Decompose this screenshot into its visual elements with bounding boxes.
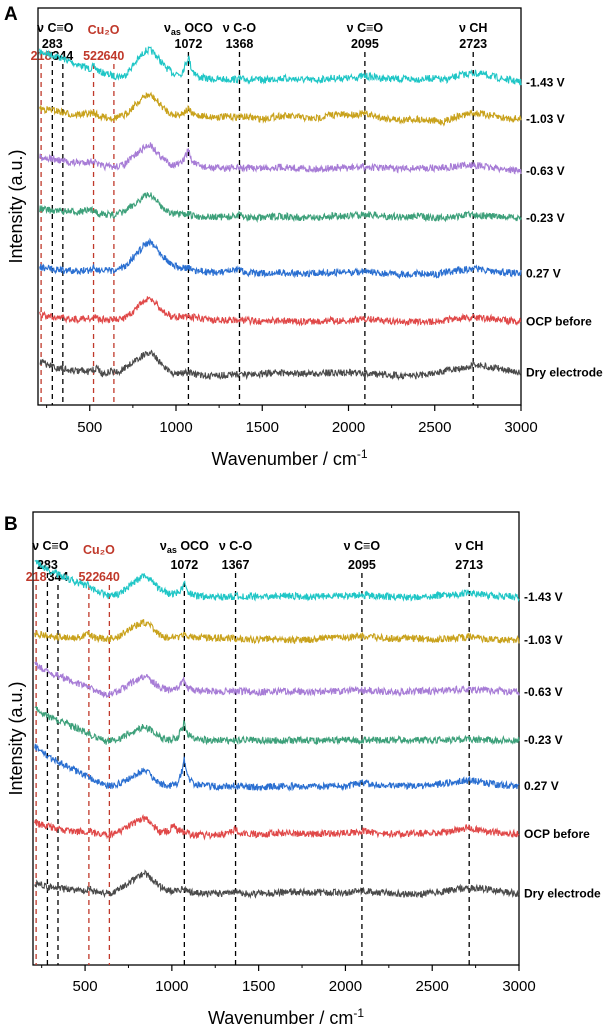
x-tick-label: 500 <box>73 978 98 995</box>
spectrum-trace <box>34 813 520 841</box>
series-label: -1.43 V <box>526 75 565 89</box>
series-label: OCP before <box>526 314 592 328</box>
series-label: -1.03 V <box>524 633 563 647</box>
peak-position-label: 1072 <box>175 37 203 51</box>
panel-a: A 500 1000 1500 2000 2500 3000 Wavenumber / cm-… <box>4 4 603 469</box>
x-tick-label: 3000 <box>504 419 537 436</box>
series-label: Dry electrode <box>524 887 601 901</box>
mode-label: ν C-O <box>219 539 253 553</box>
spectrum-trace <box>39 296 522 327</box>
series-label: 0.27 V <box>524 779 559 793</box>
mode-label: νas OCO <box>164 21 213 37</box>
mode-label: νas OCO <box>160 539 209 555</box>
plot-frame <box>37 7 522 406</box>
peak-position-label: 1368 <box>226 37 254 51</box>
peak-position-label: 522 <box>83 49 104 63</box>
peak-position-label: 218 <box>26 570 47 584</box>
series-label: -0.23 V <box>524 733 563 747</box>
spectrum-trace <box>34 619 520 645</box>
series-label: Dry electrode <box>526 366 603 380</box>
series-label: -0.63 V <box>526 164 565 178</box>
x-tick-label: 500 <box>77 419 102 436</box>
x-tick-label: 1500 <box>242 978 275 995</box>
panel-b: B 500 1000 1500 2000 2500 3000 Wavenumber / cm-… <box>4 511 601 1028</box>
spectrum-trace <box>34 743 520 792</box>
peak-position-label: 1072 <box>170 558 198 572</box>
mode-label: ν C≡O <box>32 539 69 553</box>
peak-position-label: 283 <box>42 37 63 51</box>
panel-letter: B <box>4 514 18 535</box>
x-tick-label: 2500 <box>416 978 449 995</box>
mode-label: ν C-O <box>223 21 257 35</box>
peak-position-label: 2095 <box>351 37 379 51</box>
mode-label: Cu₂O <box>88 23 120 37</box>
peak-position-label: 522 <box>78 570 99 584</box>
mode-label: ν C≡O <box>344 539 381 553</box>
peak-position-label: 640 <box>99 570 120 584</box>
spectrum-trace <box>39 45 522 86</box>
spectrum-trace <box>39 91 522 127</box>
x-tick-label: 1500 <box>246 419 279 436</box>
spectrum-trace <box>39 237 522 280</box>
spectrum-trace <box>39 192 522 224</box>
mode-label: ν C≡O <box>347 21 384 35</box>
y-axis-title: Intensity (a.u.) <box>6 149 26 263</box>
x-tick-label: 2500 <box>418 419 451 436</box>
spectrum-trace <box>34 661 520 699</box>
peak-position-label: 640 <box>103 49 124 63</box>
x-tick-label: 1000 <box>159 419 192 436</box>
series-label: OCP before <box>524 827 590 841</box>
series-label: 0.27 V <box>526 266 561 280</box>
peak-position-label: 2095 <box>348 558 376 572</box>
x-tick-label: 2000 <box>329 978 362 995</box>
x-axis-title: Wavenumber / cm-1 <box>208 1006 364 1028</box>
mode-label: Cu₂O <box>83 543 115 557</box>
series-label: -1.43 V <box>524 590 563 604</box>
spectrum-trace <box>39 142 522 175</box>
series-label: -1.03 V <box>526 112 565 126</box>
mode-label: ν CH <box>455 539 483 553</box>
peak-position-label: 1367 <box>222 558 250 572</box>
x-axis-title: Wavenumber / cm-1 <box>211 447 367 469</box>
x-tick-label: 3000 <box>502 978 535 995</box>
series-label: -0.63 V <box>524 685 563 699</box>
spectrum-trace <box>34 705 520 746</box>
spectrum-trace <box>34 559 520 603</box>
mode-label: ν C≡O <box>37 21 74 35</box>
mode-label: ν CH <box>459 21 487 35</box>
peak-position-label: 2713 <box>455 558 483 572</box>
series-label: -0.23 V <box>526 211 565 225</box>
y-axis-title: Intensity (a.u.) <box>6 681 26 795</box>
spectrum-trace <box>39 349 522 381</box>
panel-letter: A <box>4 4 18 25</box>
x-tick-label: 1000 <box>155 978 188 995</box>
x-tick-label: 2000 <box>332 419 365 436</box>
spectrum-trace <box>34 869 520 899</box>
peak-position-label: 2723 <box>459 37 487 51</box>
